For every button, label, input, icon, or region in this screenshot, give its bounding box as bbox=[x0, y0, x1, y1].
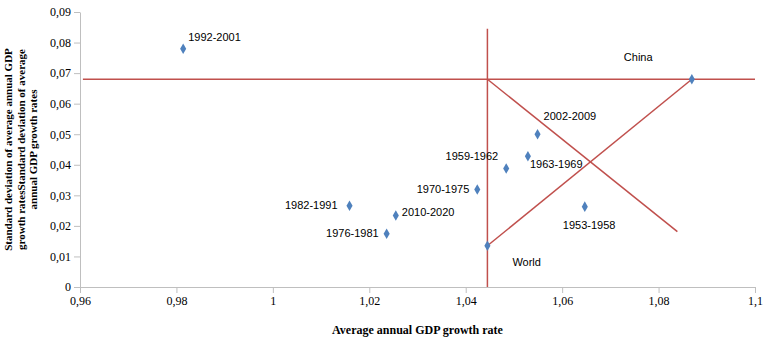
data-point bbox=[393, 210, 399, 221]
y-tick-label: 0,05 bbox=[50, 128, 71, 142]
data-point bbox=[346, 200, 352, 211]
y-tick: 0,06 bbox=[50, 97, 80, 111]
x-tick-mark bbox=[659, 287, 660, 293]
y-tick-mark bbox=[74, 195, 80, 196]
x-tick-label: 0,96 bbox=[70, 294, 91, 308]
data-point bbox=[582, 201, 588, 212]
reference-line bbox=[487, 79, 691, 246]
y-tick-mark bbox=[74, 256, 80, 257]
x-tick-label: 1,04 bbox=[456, 294, 477, 308]
x-tick: 1,1 bbox=[748, 287, 763, 308]
x-tick: 1,08 bbox=[649, 287, 670, 308]
y-tick: 0,08 bbox=[50, 36, 80, 50]
point-label: China bbox=[624, 51, 654, 63]
x-tick: 0,98 bbox=[166, 287, 187, 308]
plot-area bbox=[83, 29, 755, 287]
y-tick: 0,04 bbox=[50, 158, 80, 172]
x-tick: 1 bbox=[270, 287, 276, 308]
y-tick-mark bbox=[74, 165, 80, 166]
data-point bbox=[503, 163, 509, 174]
point-label: 1976-1981 bbox=[326, 227, 379, 239]
y-tick-mark bbox=[74, 43, 80, 44]
y-tick: 0,07 bbox=[50, 66, 80, 80]
point-label: 1963-1969 bbox=[530, 158, 583, 170]
y-tick-label: 0,04 bbox=[50, 158, 71, 172]
reference-line bbox=[487, 79, 677, 231]
y-tick-mark bbox=[74, 226, 80, 227]
y-tick-label: 0,01 bbox=[50, 250, 71, 264]
point-label: 2002-2009 bbox=[544, 110, 597, 122]
reference-line bbox=[83, 78, 755, 80]
data-point bbox=[384, 229, 390, 240]
x-tick-label: 1,06 bbox=[552, 294, 573, 308]
x-tick: 1,04 bbox=[456, 287, 477, 308]
x-tick: 0,96 bbox=[70, 287, 91, 308]
y-tick-mark bbox=[74, 287, 80, 288]
x-axis-title: Average annual GDP growth rate bbox=[332, 323, 504, 337]
x-axis-line bbox=[81, 287, 756, 288]
data-point bbox=[474, 184, 480, 195]
y-tick-label: 0,07 bbox=[50, 66, 71, 80]
y-tick: 0,02 bbox=[50, 219, 80, 233]
x-tick-label: 1 bbox=[270, 294, 276, 308]
point-label: 1953-1958 bbox=[563, 219, 616, 231]
x-tick-mark bbox=[176, 287, 177, 293]
point-label: 1970-1975 bbox=[417, 183, 470, 195]
x-tick: 1,02 bbox=[359, 287, 380, 308]
x-tick-label: 1,08 bbox=[649, 294, 670, 308]
x-tick-mark bbox=[466, 287, 467, 293]
y-tick-mark bbox=[74, 134, 80, 135]
point-label: 2010-2020 bbox=[402, 206, 455, 218]
y-tick-label: 0,02 bbox=[50, 219, 71, 233]
x-tick-label: 1,02 bbox=[359, 294, 380, 308]
x-axis: 0,96 0,98 1 1,02 1,04 1,06 1,08 1,1 bbox=[70, 287, 763, 308]
y-tick: 0,05 bbox=[50, 128, 80, 142]
x-tick-mark bbox=[80, 287, 81, 293]
x-tick-label: 1,1 bbox=[748, 294, 763, 308]
x-tick: 1,06 bbox=[552, 287, 573, 308]
y-axis-line bbox=[80, 13, 81, 288]
data-point bbox=[180, 43, 186, 54]
point-labels: 1992-2001 China 2002-2009 1959-1962 1963-196… bbox=[188, 31, 653, 268]
point-label: 1982-1991 bbox=[285, 199, 338, 211]
y-tick-label: 0 bbox=[65, 280, 71, 294]
y-tick-label: 0,09 bbox=[50, 5, 71, 19]
y-tick: 0 bbox=[65, 280, 80, 294]
x-tick-mark bbox=[369, 287, 370, 293]
x-tick-label: 0,98 bbox=[166, 294, 187, 308]
y-tick: 0,01 bbox=[50, 250, 80, 264]
y-tick-label: 0,03 bbox=[50, 189, 71, 203]
chart: 0,96 0,98 1 1,02 1,04 1,06 1,08 1,1 0 0,01 0,02 0,0… bbox=[0, 0, 779, 348]
point-label: World bbox=[512, 256, 541, 268]
y-tick-mark bbox=[74, 12, 80, 13]
y-tick-label: 0,06 bbox=[50, 97, 71, 111]
y-axis-title: Standard deviation of average annual GDP… bbox=[2, 48, 39, 251]
x-tick-mark bbox=[562, 287, 563, 293]
y-tick: 0,03 bbox=[50, 189, 80, 203]
point-label: 1992-2001 bbox=[188, 31, 241, 43]
y-tick-mark bbox=[74, 104, 80, 105]
point-label: 1959-1962 bbox=[446, 150, 499, 162]
data-point bbox=[484, 240, 490, 251]
y-tick: 0,09 bbox=[50, 5, 80, 19]
x-tick-mark bbox=[273, 287, 274, 293]
x-tick-mark bbox=[755, 287, 756, 293]
y-tick-mark bbox=[74, 73, 80, 74]
data-point bbox=[689, 74, 695, 85]
y-tick-label: 0,08 bbox=[50, 36, 71, 50]
y-axis: 0 0,01 0,02 0,03 0,04 0,05 0,06 0,07 0,08 0,09 bbox=[50, 5, 81, 294]
data-point bbox=[535, 129, 541, 140]
